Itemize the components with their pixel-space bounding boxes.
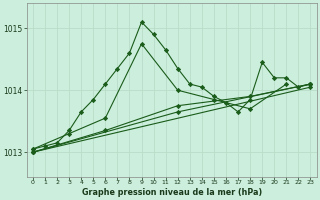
X-axis label: Graphe pression niveau de la mer (hPa): Graphe pression niveau de la mer (hPa) [82,188,262,197]
